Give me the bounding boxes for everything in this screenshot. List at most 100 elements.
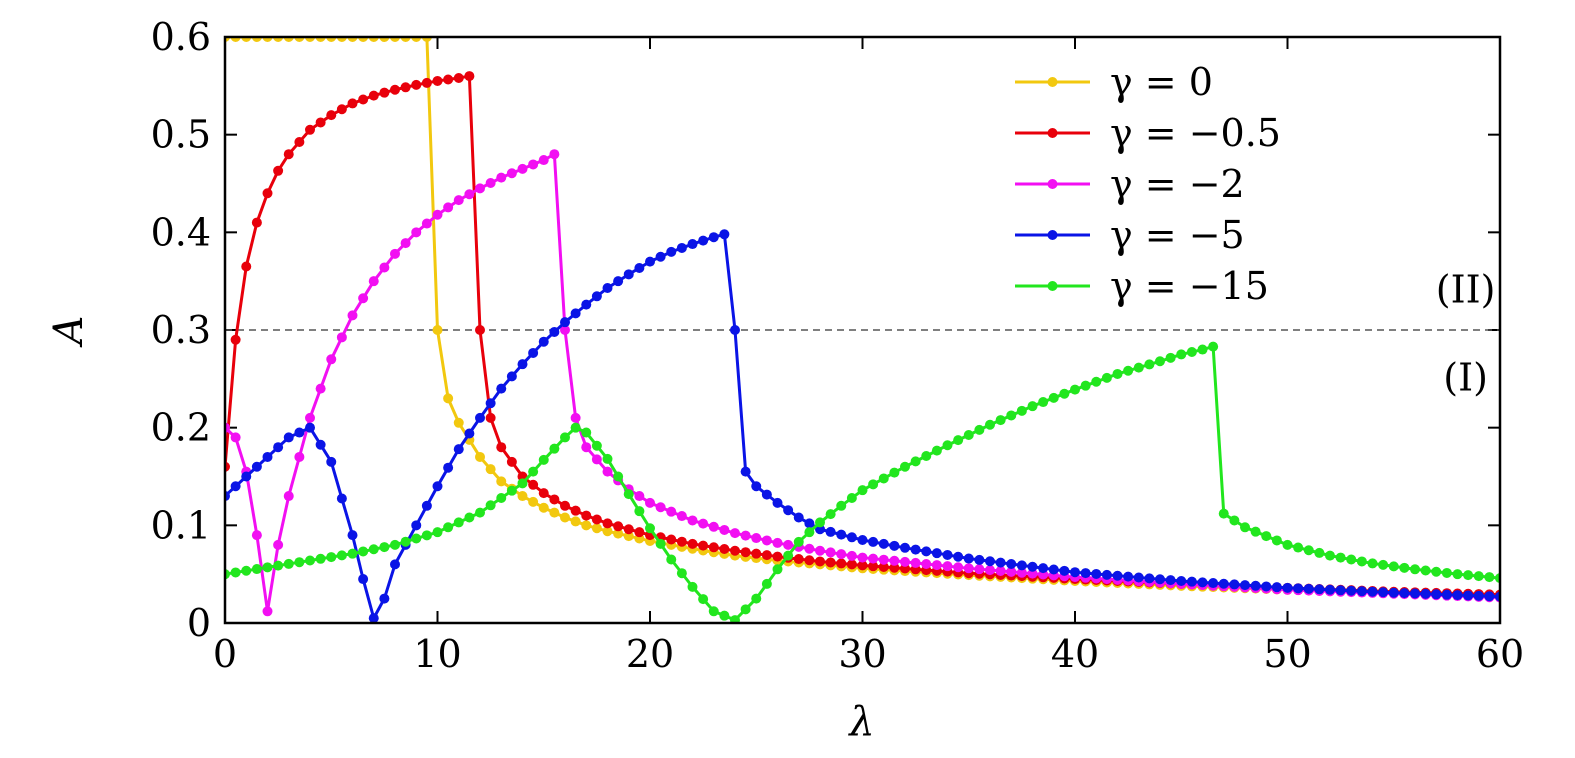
series-point (581, 520, 592, 531)
series-point (411, 520, 422, 531)
series-point (1112, 368, 1123, 379)
series-point (549, 326, 560, 337)
x-tick-label: 20 (626, 632, 674, 676)
series-point (230, 334, 241, 345)
series-point (719, 610, 730, 621)
series-point (294, 557, 305, 568)
series-point (698, 540, 709, 551)
series-line (225, 74, 1500, 597)
series-point (358, 546, 369, 557)
series-point (602, 526, 613, 537)
series-point (538, 502, 549, 513)
series-point (740, 547, 751, 558)
series-point (485, 178, 496, 189)
series-point (517, 359, 528, 370)
series-point (687, 239, 698, 250)
series-point (1101, 569, 1112, 580)
series-point (517, 163, 528, 174)
series-point (549, 507, 560, 518)
series-point (475, 507, 485, 518)
series-point (390, 539, 400, 550)
series-point (953, 435, 964, 446)
region-label: (II) (1436, 268, 1496, 312)
series-point (900, 556, 910, 567)
series-point (1133, 572, 1144, 583)
series-point (666, 534, 677, 545)
series-point (868, 479, 879, 490)
series-point (475, 451, 485, 462)
series-point (1452, 590, 1463, 601)
y-tick-label: 0.2 (151, 406, 211, 450)
series-point (921, 546, 932, 557)
series-point (878, 473, 889, 484)
series-point (910, 544, 921, 555)
series-point (432, 209, 443, 220)
y-tick-label: 0.3 (151, 308, 211, 352)
series-point (560, 432, 570, 443)
series-point (1335, 585, 1346, 596)
series-point (305, 124, 315, 135)
annotations: (II) (I) (1436, 268, 1496, 400)
series-point (379, 542, 390, 553)
series-line (225, 37, 1500, 597)
series-point (251, 530, 262, 541)
series-point (496, 383, 507, 394)
legend-item: γ = 0 (1015, 60, 1213, 104)
series-point (1463, 570, 1474, 581)
series-point (1484, 572, 1495, 583)
legend-label: γ = −2 (1110, 162, 1245, 206)
series-point (1325, 584, 1335, 595)
x-tick-label: 40 (1051, 632, 1099, 676)
x-axis-ticks: 0 10 20 30 40 50 60 (213, 37, 1524, 676)
series-point (1186, 576, 1197, 587)
series-point (878, 561, 889, 572)
series-point (1240, 522, 1250, 533)
series-point (464, 512, 475, 523)
series-point (836, 558, 847, 569)
series-point (305, 422, 315, 433)
series-point (687, 515, 698, 526)
series-1 (225, 71, 1500, 600)
x-axis-label: λ (847, 699, 874, 745)
series-point (390, 84, 400, 95)
series-point (1091, 568, 1102, 579)
series-point (804, 543, 815, 554)
series-point (889, 467, 900, 478)
y-tick-label: 0 (187, 601, 211, 645)
series-point (1410, 564, 1420, 575)
series-point (421, 77, 432, 88)
x-tick-label: 50 (1263, 632, 1311, 676)
series-point (506, 456, 517, 467)
y-tick-label: 0.5 (151, 113, 211, 157)
series-point (432, 325, 443, 335)
series-point (846, 492, 857, 503)
series-point (878, 538, 889, 549)
series-point (570, 308, 581, 319)
series-point (815, 524, 825, 535)
series-point (740, 466, 751, 477)
series-point (581, 510, 592, 521)
series-point (241, 471, 252, 482)
series-point (974, 424, 985, 435)
series-point (730, 325, 740, 335)
series-point (761, 578, 772, 589)
series-point (719, 544, 730, 555)
series-point (1335, 552, 1346, 563)
series-point (1038, 563, 1049, 574)
series-point (1261, 581, 1272, 592)
series-4 (225, 341, 1500, 623)
series-point (251, 564, 262, 575)
series-point (1048, 564, 1059, 575)
series-point (974, 554, 985, 565)
series-point (347, 98, 358, 109)
x-tick-label: 10 (413, 632, 461, 676)
series-point (613, 276, 624, 287)
series-point (825, 557, 836, 568)
series-point (634, 262, 645, 273)
series-point (230, 481, 241, 492)
series-point (602, 466, 613, 477)
series-point (379, 262, 390, 273)
series-point (453, 444, 464, 455)
series-point (336, 332, 347, 343)
y-tick-label: 0.1 (151, 503, 211, 547)
